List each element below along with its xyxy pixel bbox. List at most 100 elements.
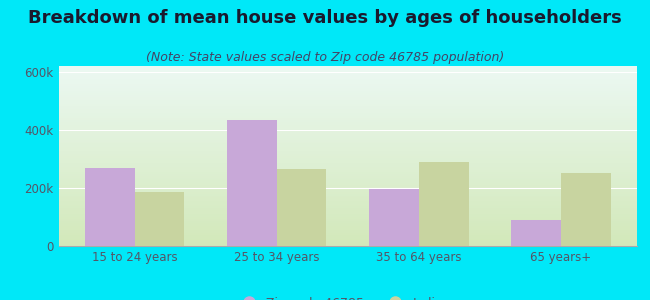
Bar [58, 167, 637, 169]
Bar [58, 221, 637, 223]
Bar [58, 163, 637, 165]
Bar [58, 68, 637, 70]
Bar [58, 79, 637, 80]
Bar [58, 233, 637, 235]
Bar [58, 212, 637, 214]
Bar [58, 174, 637, 176]
Bar [58, 169, 637, 170]
Bar [58, 179, 637, 181]
Bar [58, 98, 637, 100]
Bar [58, 178, 637, 179]
Bar [58, 232, 637, 233]
Bar [58, 97, 637, 98]
Bar [58, 181, 637, 183]
Bar [58, 237, 637, 239]
Bar [58, 89, 637, 91]
Bar [561, 173, 611, 246]
Bar [58, 133, 637, 134]
Bar [58, 66, 637, 68]
Bar [58, 160, 637, 161]
Bar [419, 162, 469, 246]
Text: Breakdown of mean house values by ages of householders: Breakdown of mean house values by ages o… [28, 9, 622, 27]
Bar [58, 86, 637, 88]
Bar [58, 70, 637, 71]
Bar [58, 131, 637, 133]
Bar [58, 165, 637, 167]
Bar [58, 111, 637, 113]
Legend: Zip code 46785, Indiana: Zip code 46785, Indiana [231, 292, 464, 300]
Bar [58, 143, 637, 145]
Bar [277, 169, 326, 246]
Bar [58, 217, 637, 219]
Bar [58, 113, 637, 115]
Bar [58, 95, 637, 97]
Bar [58, 93, 637, 95]
Bar [58, 176, 637, 178]
Bar [58, 147, 637, 149]
Bar [58, 215, 637, 217]
Bar [58, 172, 637, 174]
Bar [58, 183, 637, 185]
Bar [58, 192, 637, 194]
Bar [58, 223, 637, 224]
Bar [58, 188, 637, 190]
Bar [511, 220, 561, 246]
Bar [58, 118, 637, 120]
Bar [58, 102, 637, 104]
Bar [58, 205, 637, 206]
Bar [58, 88, 637, 89]
Bar [58, 100, 637, 102]
Bar [58, 226, 637, 228]
Bar [58, 138, 637, 140]
Bar [58, 125, 637, 127]
Bar [58, 151, 637, 152]
Bar [58, 235, 637, 237]
Bar [58, 115, 637, 116]
Bar [58, 127, 637, 129]
Bar [58, 241, 637, 242]
Bar [58, 142, 637, 143]
Bar [58, 107, 637, 109]
Bar [58, 91, 637, 93]
Bar [58, 210, 637, 212]
Bar [58, 187, 637, 188]
Bar [58, 185, 637, 187]
Bar [58, 152, 637, 154]
Bar [58, 203, 637, 205]
Bar [58, 244, 637, 246]
Bar [58, 75, 637, 77]
Bar [58, 197, 637, 199]
Bar [58, 109, 637, 111]
Bar [58, 71, 637, 73]
Bar [58, 214, 637, 215]
Bar [58, 228, 637, 230]
Bar [58, 129, 637, 131]
Bar [58, 106, 637, 107]
Bar [58, 208, 637, 210]
Bar [58, 194, 637, 196]
Bar [84, 168, 135, 246]
Bar [58, 156, 637, 158]
Bar [58, 219, 637, 221]
Bar [58, 140, 637, 142]
Bar [135, 192, 185, 246]
Bar [58, 122, 637, 124]
Bar [58, 196, 637, 197]
Bar [58, 199, 637, 201]
Bar [58, 154, 637, 156]
Bar [58, 120, 637, 122]
Bar [369, 189, 419, 246]
Bar [58, 190, 637, 192]
Bar [227, 120, 277, 246]
Bar [58, 230, 637, 232]
Bar [58, 73, 637, 75]
Bar [58, 104, 637, 106]
Bar [58, 124, 637, 125]
Bar [58, 77, 637, 79]
Bar [58, 206, 637, 208]
Bar [58, 224, 637, 226]
Bar [58, 116, 637, 118]
Bar [58, 84, 637, 86]
Bar [58, 145, 637, 147]
Bar [58, 170, 637, 172]
